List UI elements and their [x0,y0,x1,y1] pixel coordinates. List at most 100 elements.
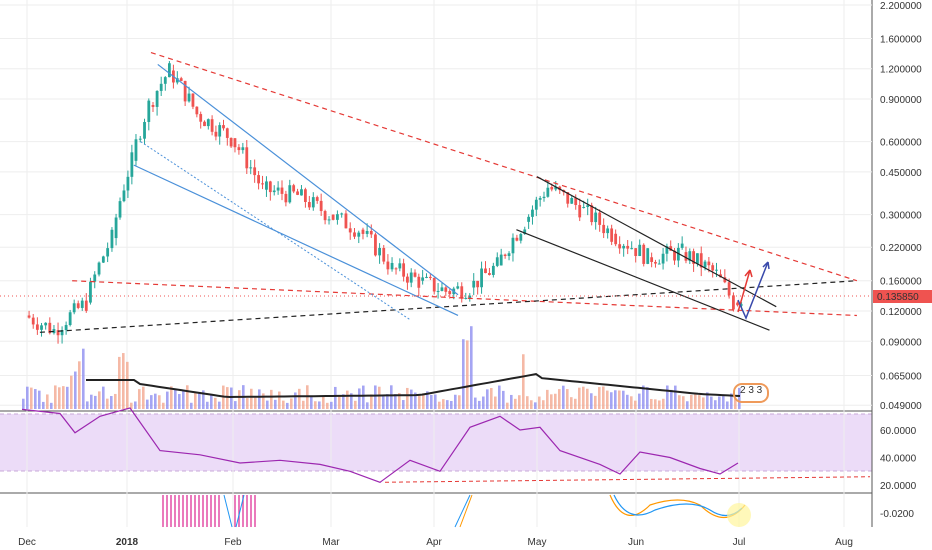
candle-body [159,83,163,91]
candle-body [183,80,187,102]
candle-body [340,213,344,215]
volume-bar [334,386,337,409]
volume-bar [714,400,717,409]
volume-bar [290,398,293,409]
volume-bar [678,395,681,409]
candle-body [699,253,703,268]
time-tick-label: Dec [18,537,36,548]
volume-bar [554,393,557,409]
candle-body [336,214,339,220]
candle-body [97,262,101,275]
candle-body [692,251,696,264]
time-tick-label: 2018 [116,537,139,548]
candle-body [288,185,292,203]
candle-body [428,276,432,278]
candle-body [101,256,105,263]
volume-bar [118,356,121,409]
volume-bar [114,393,117,409]
candle-body [476,280,480,288]
volume-bar [378,386,381,409]
volume-bar [650,398,653,409]
candle-body [582,206,586,208]
volume-bar [250,388,253,409]
volume-bar [634,400,637,409]
candle-body [610,228,614,242]
trendlines [39,51,858,333]
candle-body [622,245,626,249]
volume-ma-line [86,373,741,399]
candle-body [456,286,460,289]
candle-body [386,261,390,270]
volume-bar [690,394,693,409]
trendline-dotted-blue [140,141,412,321]
time-tick-label: Jun [628,537,644,548]
candle-body [261,183,264,185]
candle-body [218,125,222,137]
volume-bar [74,371,77,409]
volume-bar [258,389,261,409]
trendline-wedge-lower [133,164,459,317]
candle-body [654,261,657,264]
candle-body [566,192,570,204]
volume-bar [490,388,493,409]
candle-body [495,257,499,266]
candle-body [64,325,68,331]
candle-body [225,128,229,138]
volume-bar [402,400,405,409]
price-tick-label: 0.300000 [880,211,922,222]
candle-body [594,212,598,223]
volume-bar [226,387,229,409]
candle-body [421,277,425,281]
candle-body [534,199,538,210]
candle-body [736,302,739,306]
volume-bar [550,394,553,409]
candle-body [241,147,245,151]
volume-bar [710,396,713,409]
candle-body [626,245,630,249]
candle-body [618,244,622,249]
volume-bar [326,402,329,409]
candle-body [480,268,483,288]
candle-body [707,261,711,266]
candle-body [134,139,138,161]
volume-bar [518,395,521,409]
volume-bar [530,400,533,409]
volume-bar [46,394,49,409]
candle-body [122,190,126,202]
volume-bar [90,394,93,409]
candle-body [378,247,381,256]
price-tick-label: 0.120000 [880,307,922,318]
candle-body [76,303,80,308]
candle-body [413,272,417,277]
candle-body [468,295,472,298]
volume-bar [446,400,449,409]
candle-body [688,251,692,261]
volume-bar [62,386,65,409]
candle-body [292,185,296,192]
candle-body [382,247,386,262]
volume-bar [170,386,173,409]
volume-bar [494,396,497,409]
volume-bar [558,389,561,409]
volume-bar [618,390,621,409]
volume-bar [614,390,617,409]
time-tick-label: Apr [426,537,442,548]
candle-body [80,300,84,308]
current-price-tag [873,290,932,303]
price-tick-label: 0.900000 [880,95,922,106]
candle-body [527,216,531,222]
candle-body [40,325,43,330]
volume-bar [94,395,97,409]
candle-body [484,268,487,274]
volume-bar [246,398,249,409]
volume-bar [182,390,185,409]
volume-bar [98,391,101,409]
volume-bar [418,394,421,409]
candle-body [89,281,92,303]
candle-body [676,247,680,261]
candle-body [661,253,665,264]
candle-body [732,295,735,310]
volume-bar [174,388,177,409]
volume-bar [502,390,505,409]
